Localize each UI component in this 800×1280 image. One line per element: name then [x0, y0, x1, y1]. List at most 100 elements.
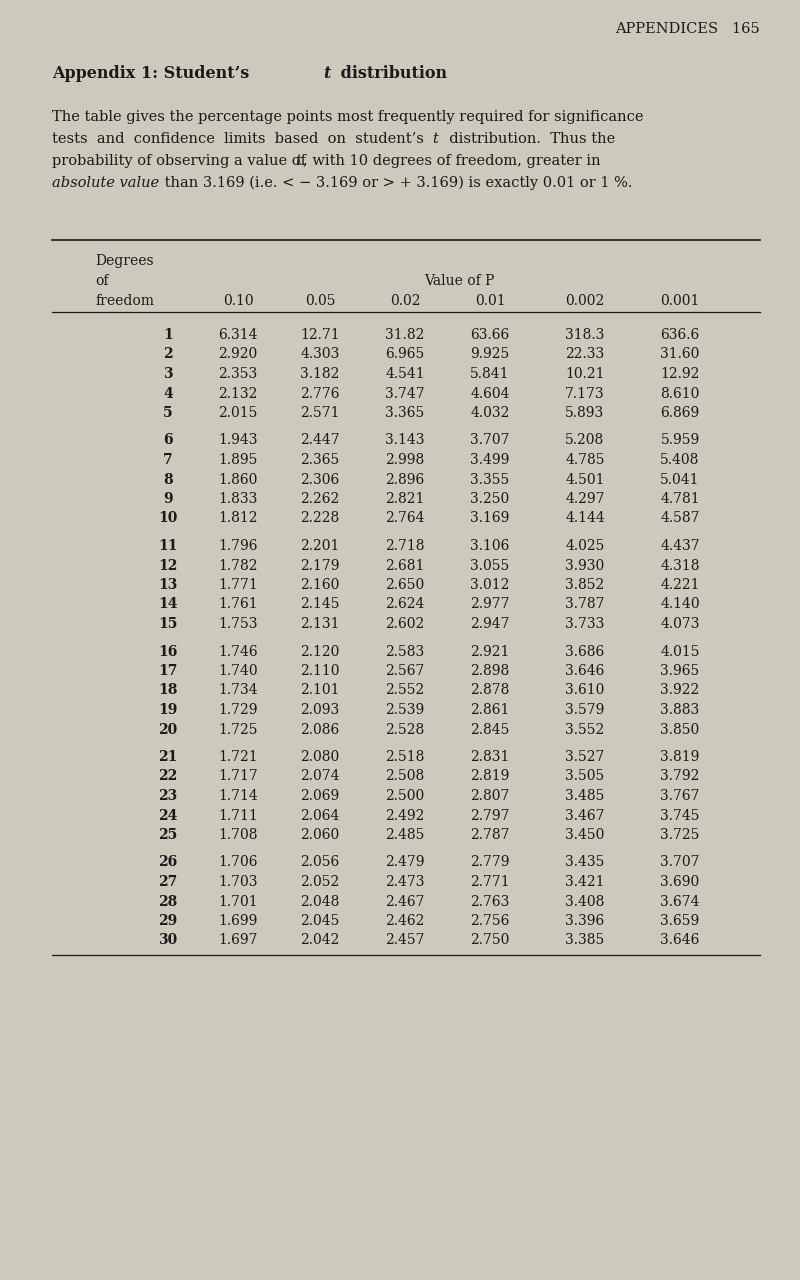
- Text: 2.787: 2.787: [470, 828, 510, 842]
- Text: 5: 5: [163, 406, 173, 420]
- Text: 25: 25: [158, 828, 178, 842]
- Text: 2.624: 2.624: [386, 598, 425, 612]
- Text: 3.707: 3.707: [470, 434, 510, 448]
- Text: 1.729: 1.729: [218, 703, 258, 717]
- Text: 2: 2: [163, 347, 173, 361]
- Text: 2.479: 2.479: [386, 855, 425, 869]
- Text: 2.878: 2.878: [470, 684, 510, 698]
- Text: distribution.  Thus the: distribution. Thus the: [440, 132, 615, 146]
- Text: 3.450: 3.450: [566, 828, 605, 842]
- Text: 1.701: 1.701: [218, 895, 258, 909]
- Text: 4.781: 4.781: [660, 492, 700, 506]
- Text: 4.501: 4.501: [566, 472, 605, 486]
- Text: 2.056: 2.056: [300, 855, 340, 869]
- Text: 21: 21: [158, 750, 178, 764]
- Text: 2.567: 2.567: [386, 664, 425, 678]
- Text: 6.869: 6.869: [660, 406, 700, 420]
- Text: 2.060: 2.060: [300, 828, 340, 842]
- Text: 2.508: 2.508: [386, 769, 425, 783]
- Text: 3.646: 3.646: [566, 664, 605, 678]
- Text: t: t: [432, 132, 438, 146]
- Text: 3.143: 3.143: [386, 434, 425, 448]
- Text: 3.792: 3.792: [660, 769, 700, 783]
- Text: t: t: [295, 154, 301, 168]
- Text: Degrees: Degrees: [95, 253, 154, 268]
- Text: 2.064: 2.064: [300, 809, 340, 823]
- Text: 2.145: 2.145: [300, 598, 340, 612]
- Text: 20: 20: [158, 722, 178, 736]
- Text: 4.297: 4.297: [566, 492, 605, 506]
- Text: probability of observing a value of: probability of observing a value of: [52, 154, 310, 168]
- Text: 2.045: 2.045: [300, 914, 340, 928]
- Text: 2.779: 2.779: [470, 855, 510, 869]
- Text: 3.106: 3.106: [470, 539, 510, 553]
- Text: 2.069: 2.069: [300, 788, 340, 803]
- Text: 3.659: 3.659: [660, 914, 700, 928]
- Text: 9: 9: [163, 492, 173, 506]
- Text: 2.807: 2.807: [470, 788, 510, 803]
- Text: 318.3: 318.3: [566, 328, 605, 342]
- Text: 2.080: 2.080: [300, 750, 340, 764]
- Text: 0.10: 0.10: [222, 294, 254, 308]
- Text: 3: 3: [163, 367, 173, 381]
- Text: 3.055: 3.055: [470, 558, 510, 572]
- Text: 2.921: 2.921: [470, 645, 510, 658]
- Text: 6: 6: [163, 434, 173, 448]
- Text: t: t: [323, 65, 330, 82]
- Text: 2.048: 2.048: [300, 895, 340, 909]
- Text: 3.767: 3.767: [660, 788, 700, 803]
- Text: 1.717: 1.717: [218, 769, 258, 783]
- Text: 10: 10: [158, 512, 178, 526]
- Text: 24: 24: [158, 809, 178, 823]
- Text: , with 10 degrees of freedom, greater in: , with 10 degrees of freedom, greater in: [303, 154, 601, 168]
- Text: 3.745: 3.745: [660, 809, 700, 823]
- Text: 3.467: 3.467: [566, 809, 605, 823]
- Text: 2.764: 2.764: [386, 512, 425, 526]
- Text: 2.861: 2.861: [470, 703, 510, 717]
- Text: 1.714: 1.714: [218, 788, 258, 803]
- Text: 1.740: 1.740: [218, 664, 258, 678]
- Text: 1.721: 1.721: [218, 750, 258, 764]
- Text: 29: 29: [158, 914, 178, 928]
- Text: 2.845: 2.845: [470, 722, 510, 736]
- Text: 5.041: 5.041: [660, 472, 700, 486]
- Text: 16: 16: [158, 645, 178, 658]
- Text: 1.943: 1.943: [218, 434, 258, 448]
- Text: 0.02: 0.02: [390, 294, 420, 308]
- Text: 0.05: 0.05: [305, 294, 335, 308]
- Text: 0.001: 0.001: [660, 294, 700, 308]
- Text: 4.025: 4.025: [566, 539, 605, 553]
- Text: 2.539: 2.539: [386, 703, 425, 717]
- Text: 2.160: 2.160: [300, 579, 340, 591]
- Text: 3.485: 3.485: [566, 788, 605, 803]
- Text: 2.228: 2.228: [300, 512, 340, 526]
- Text: 3.385: 3.385: [566, 933, 605, 947]
- Text: 4.221: 4.221: [660, 579, 700, 591]
- Text: 1.699: 1.699: [218, 914, 258, 928]
- Text: 2.831: 2.831: [470, 750, 510, 764]
- Text: 2.763: 2.763: [470, 895, 510, 909]
- Text: 12: 12: [158, 558, 178, 572]
- Text: 1.703: 1.703: [218, 876, 258, 890]
- Text: 18: 18: [158, 684, 178, 698]
- Text: 0.002: 0.002: [566, 294, 605, 308]
- Text: 2.947: 2.947: [470, 617, 510, 631]
- Text: of: of: [95, 274, 109, 288]
- Text: 1.771: 1.771: [218, 579, 258, 591]
- Text: 3.733: 3.733: [566, 617, 605, 631]
- Text: 4.318: 4.318: [660, 558, 700, 572]
- Text: 3.365: 3.365: [386, 406, 425, 420]
- Text: 3.527: 3.527: [566, 750, 605, 764]
- Text: 14: 14: [158, 598, 178, 612]
- Text: 1.782: 1.782: [218, 558, 258, 572]
- Text: 3.421: 3.421: [566, 876, 605, 890]
- Text: 3.819: 3.819: [660, 750, 700, 764]
- Text: 15: 15: [158, 617, 178, 631]
- Text: 12.92: 12.92: [660, 367, 700, 381]
- Text: tests  and  confidence  limits  based  on  student’s: tests and confidence limits based on stu…: [52, 132, 433, 146]
- Text: 1.746: 1.746: [218, 645, 258, 658]
- Text: 2.462: 2.462: [386, 914, 425, 928]
- Text: 2.896: 2.896: [386, 472, 425, 486]
- Text: 2.571: 2.571: [300, 406, 340, 420]
- Text: 1.761: 1.761: [218, 598, 258, 612]
